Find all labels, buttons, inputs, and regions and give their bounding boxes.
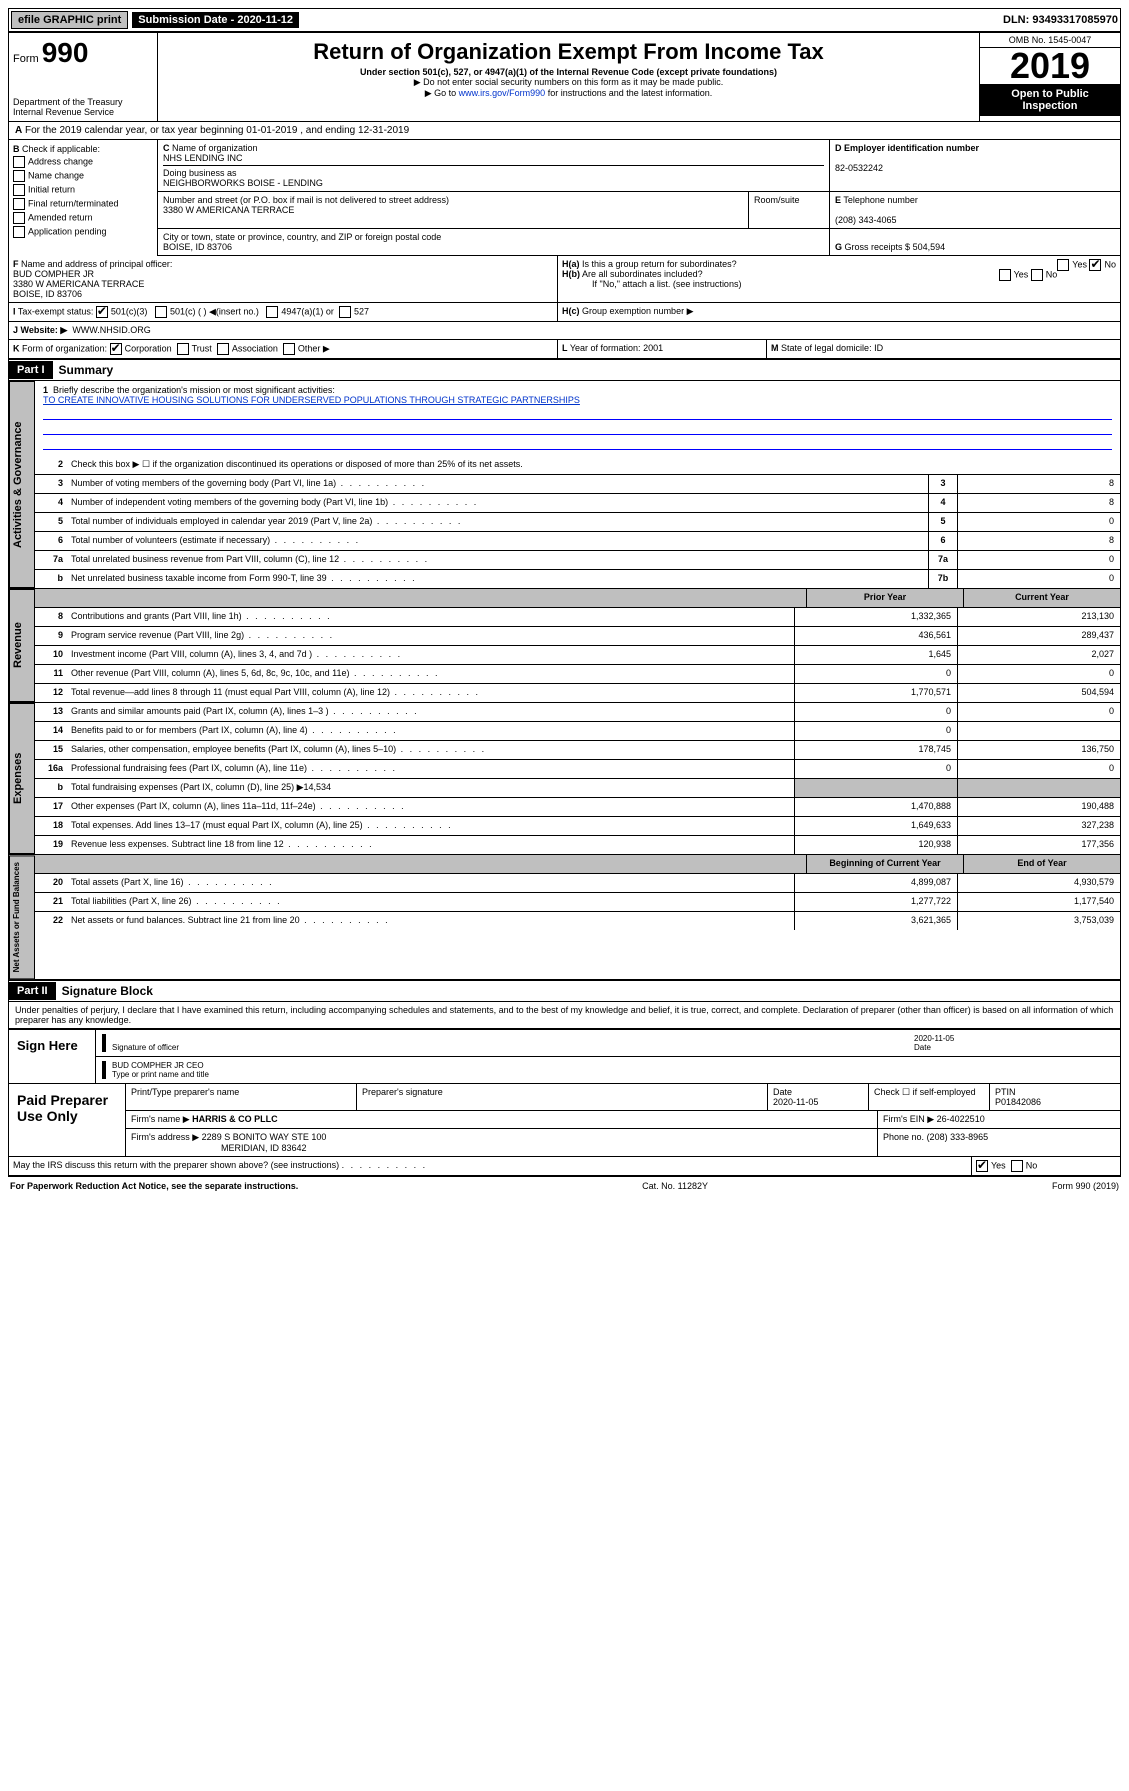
sign-here: Sign Here Signature of officer2020-11-05… — [9, 1028, 1120, 1083]
section-F-H: F Name and address of principal officer:… — [9, 256, 1120, 303]
governance-section: Activities & Governance 1 Briefly descri… — [9, 381, 1120, 589]
submission-date-label: Submission Date - 2020-11-12 — [132, 12, 299, 28]
section-J: J Website: ▶ WWW.NHSID.ORG — [9, 322, 1120, 340]
form-title: Return of Organization Exempt From Incom… — [162, 39, 975, 65]
part-ii-bar: Part II Signature Block — [9, 980, 1120, 1002]
irs-link[interactable]: www.irs.gov/Form990 — [459, 88, 546, 98]
part-i-bar: Part I Summary — [9, 359, 1120, 381]
section-I: I Tax-exempt status: 501(c)(3) 501(c) ( … — [9, 303, 1120, 322]
section-B-G: B Check if applicable: Address change Na… — [9, 140, 1120, 256]
discuss-row: May the IRS discuss this return with the… — [9, 1157, 1120, 1176]
efile-button[interactable]: efile GRAPHIC print — [11, 11, 128, 29]
form-frame: Form 990 Department of the Treasury Inte… — [8, 32, 1121, 1177]
expenses-section: Expenses 13Grants and similar amounts pa… — [9, 703, 1120, 855]
dln-label: DLN: 93493317085970 — [1003, 14, 1118, 26]
page-footer: For Paperwork Reduction Act Notice, see … — [8, 1177, 1121, 1195]
form-header: Form 990 Department of the Treasury Inte… — [9, 33, 1120, 122]
perjury-declaration: Under penalties of perjury, I declare th… — [9, 1002, 1120, 1028]
line-A: A For the 2019 calendar year, or tax yea… — [9, 122, 1120, 140]
paid-preparer: Paid Preparer Use Only Print/Type prepar… — [9, 1083, 1120, 1157]
top-toolbar: efile GRAPHIC print Submission Date - 20… — [8, 8, 1121, 32]
mission-link[interactable]: TO CREATE INNOVATIVE HOUSING SOLUTIONS F… — [43, 395, 580, 405]
revenue-section: Revenue Prior Year Current Year 8Contrib… — [9, 589, 1120, 703]
net-section: Net Assets or Fund Balances Beginning of… — [9, 855, 1120, 980]
section-K-M: K Form of organization: Corporation Trus… — [9, 340, 1120, 359]
